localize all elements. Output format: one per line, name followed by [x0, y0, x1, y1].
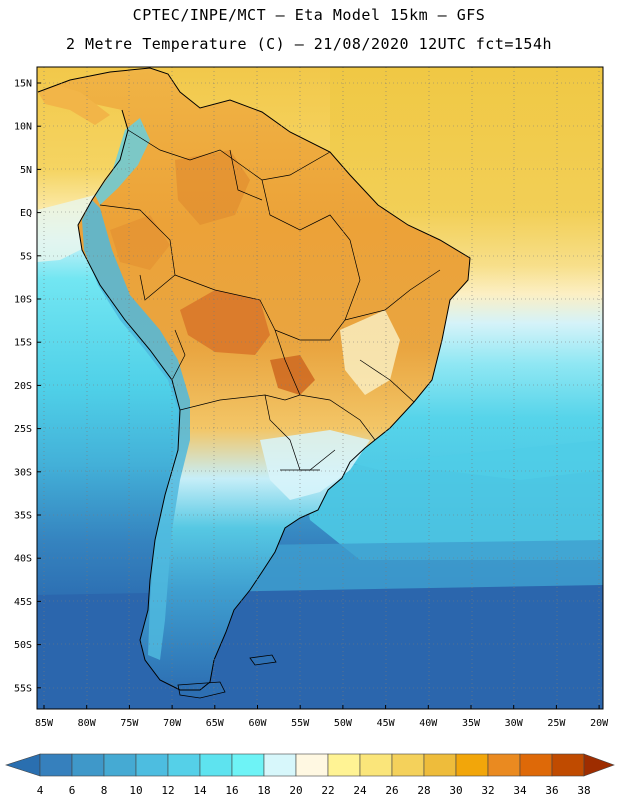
map-field — [37, 67, 603, 709]
colorbar-swatch — [167, 753, 201, 777]
colorbar-label: 24 — [353, 784, 367, 797]
colorbar-label: 16 — [225, 784, 238, 797]
lat-label: 15N — [14, 79, 32, 90]
lon-label: 85W — [35, 718, 54, 729]
south-atlantic-field — [300, 440, 603, 560]
colorbar-label: 14 — [193, 784, 207, 797]
colorbar-label: 10 — [129, 784, 142, 797]
lat-label: 45S — [14, 597, 32, 608]
colorbar-arrow-right — [583, 753, 615, 777]
colorbar-label: 12 — [161, 784, 174, 797]
longitude-axis: 85W 80W 75W 70W 65W 60W 55W 50W 45W 40W 35W 30W 25W 2… — [35, 705, 609, 729]
colorbar-swatch — [39, 753, 73, 777]
colorbar-label: 20 — [289, 784, 302, 797]
lat-label: 50S — [14, 640, 32, 651]
colorbar-swatch — [327, 753, 361, 777]
lon-label: 20W — [590, 718, 609, 729]
lat-label: 10N — [14, 122, 32, 133]
lon-label: 40W — [419, 718, 438, 729]
colorbar-label: 8 — [101, 784, 108, 797]
colorbar-swatch — [551, 753, 585, 777]
south-brazil-cool — [260, 430, 370, 500]
map-frame — [36, 66, 604, 710]
colorbar-swatch — [455, 753, 489, 777]
tierra-del-fuego — [177, 681, 226, 699]
map-title: CPTEC/INPE/MCT – Eta Model 15km – GFS — [132, 6, 486, 24]
south-ocean-deep — [37, 585, 603, 709]
lat-label: 5S — [20, 251, 32, 262]
colorbar-label: 32 — [481, 784, 494, 797]
colorbar-label: 28 — [417, 784, 430, 797]
colorbar-swatch — [135, 753, 169, 777]
lon-label: 75W — [120, 718, 139, 729]
lon-label: 30W — [505, 718, 524, 729]
lon-label: 65W — [206, 718, 225, 729]
lon-label: 55W — [291, 718, 310, 729]
coastline — [37, 67, 471, 691]
colorbar-label: 6 — [69, 784, 76, 797]
latitude-axis: 15N 10N 5N EQ 5S 10S 15S 20S 25S 30S 35S 40S 45S 50S 5… — [14, 79, 41, 694]
andes-cool-band — [82, 200, 190, 660]
colorbar-swatch — [423, 753, 457, 777]
south-ocean-mid — [240, 540, 603, 600]
lat-label: 15S — [14, 338, 32, 349]
lon-label: 80W — [78, 718, 97, 729]
colorbar-label: 30 — [449, 784, 462, 797]
lon-label: 35W — [462, 718, 481, 729]
colorbar-label: 36 — [545, 784, 558, 797]
lat-label: 35S — [14, 511, 32, 522]
colorbar-swatch — [487, 753, 521, 777]
falkland-islands — [249, 654, 277, 666]
map-subtitle: 2 Metre Temperature (C) – 21/08/2020 12U… — [65, 35, 553, 53]
central-america-land — [38, 86, 110, 125]
lat-label: 10S — [14, 295, 32, 306]
minas-pale — [340, 310, 400, 395]
lon-label: 25W — [547, 718, 566, 729]
colorbar-label: 34 — [513, 784, 527, 797]
colorbar-swatch — [103, 753, 137, 777]
colorbar-label: 4 — [37, 784, 44, 797]
lon-label: 70W — [163, 718, 182, 729]
colorbar-swatch — [263, 753, 297, 777]
country-borders — [99, 129, 441, 471]
lat-label: 30S — [14, 467, 32, 478]
colorbar-arrow-left — [5, 753, 41, 777]
colorbar-swatch — [391, 753, 425, 777]
lat-label: EQ — [20, 208, 32, 219]
lat-label: 20S — [14, 381, 32, 392]
colorbar-swatch — [71, 753, 105, 777]
lat-label: 5N — [20, 165, 32, 176]
hot-zone-mato-grosso — [180, 290, 270, 355]
colorbar-swatch — [231, 753, 265, 777]
lon-label: 60W — [248, 718, 267, 729]
colorbar-label: 18 — [257, 784, 270, 797]
colorbar-label: 26 — [385, 784, 398, 797]
lon-label: 45W — [377, 718, 396, 729]
colorbar: 4 6 8 10 12 14 16 18 20 22 24 26 28 30 32 34 36 38 — [5, 753, 615, 797]
colorbar-swatch — [199, 753, 233, 777]
lon-label: 50W — [334, 718, 353, 729]
colorbar-swatch — [519, 753, 553, 777]
lat-label: 55S — [14, 683, 32, 694]
colorbar-label: 38 — [577, 784, 590, 797]
colombia-andes-cool — [95, 118, 150, 205]
colorbar-swatch — [295, 753, 329, 777]
colorbar-swatch — [359, 753, 393, 777]
lat-label: 40S — [14, 554, 32, 565]
lat-label: 25S — [14, 424, 32, 435]
colorbar-label: 22 — [321, 784, 334, 797]
